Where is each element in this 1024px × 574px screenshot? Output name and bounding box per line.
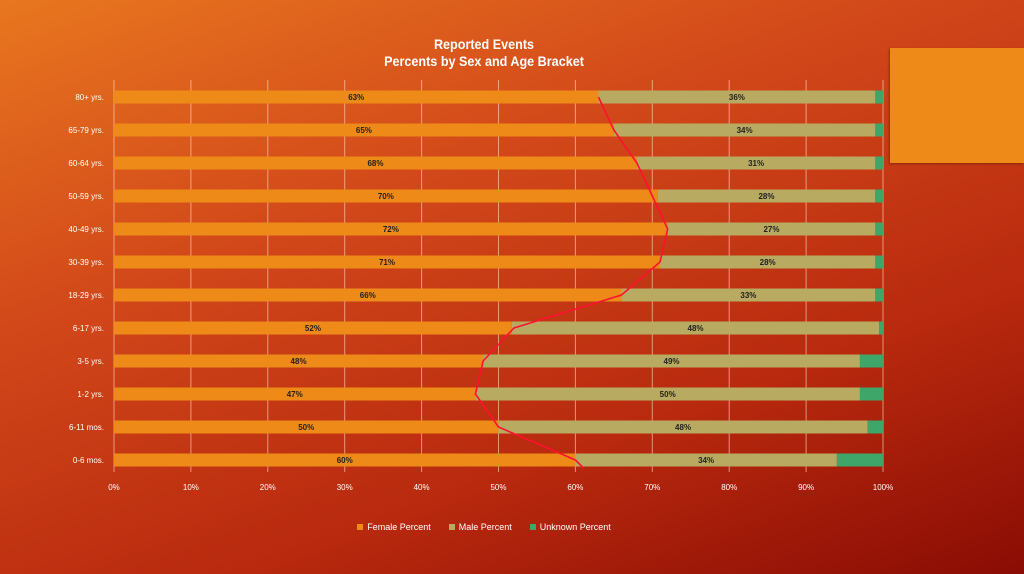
bar-unknown-percent xyxy=(875,123,883,137)
bar-male-percent xyxy=(613,123,876,137)
x-tick-label: 50% xyxy=(490,483,506,492)
bar-unknown-percent xyxy=(875,90,883,104)
data-label: 28% xyxy=(760,258,776,267)
subtitle: Percents by Sex and Age Bracket xyxy=(384,53,584,69)
bar-male-percent xyxy=(636,156,876,170)
bar-unknown-percent xyxy=(859,354,883,368)
y-tick-label: 6-11 mos. xyxy=(69,423,104,432)
bar-female-percent xyxy=(114,420,499,434)
legend-item-male: Male Percent xyxy=(448,522,512,532)
data-label: 48% xyxy=(675,423,691,432)
bar-male-percent xyxy=(657,189,876,203)
bar-male-percent xyxy=(659,255,876,269)
data-label: 66% xyxy=(360,291,376,300)
bar-female-percent xyxy=(114,255,660,269)
data-label: 60% xyxy=(337,456,353,465)
data-label: 72% xyxy=(383,225,399,234)
data-label: 50% xyxy=(298,423,314,432)
bar-unknown-percent xyxy=(879,321,883,335)
y-tick-label: 50-59 yrs. xyxy=(68,192,104,201)
data-label: 31% xyxy=(748,159,764,168)
bar-unknown-percent xyxy=(875,288,883,302)
bar-unknown-percent xyxy=(867,420,883,434)
bar-female-percent xyxy=(114,288,622,302)
data-label: 70% xyxy=(378,192,394,201)
y-tick-label: 60-64 yrs. xyxy=(68,159,104,168)
y-tick-label: 65-79 yrs. xyxy=(68,126,104,135)
y-tick-label: 30-39 yrs. xyxy=(68,258,104,267)
data-label: 34% xyxy=(737,126,753,135)
bar-unknown-percent xyxy=(875,189,883,203)
data-label: 28% xyxy=(758,192,774,201)
x-tick-label: 0% xyxy=(108,483,120,492)
bar-male-percent xyxy=(511,321,880,335)
bar-female-percent xyxy=(114,90,599,104)
bar-female-percent xyxy=(114,123,614,137)
title: Reported Events xyxy=(433,36,535,52)
bar-unknown-percent xyxy=(875,255,883,269)
data-label: 36% xyxy=(729,93,745,102)
bar-female-percent xyxy=(114,156,637,170)
legend: Female Percent Male Percent Unknown Perc… xyxy=(0,522,968,532)
data-label: 52% xyxy=(305,324,321,333)
data-label: 34% xyxy=(698,456,714,465)
legend-item-unknown: Unknown Percent xyxy=(529,522,611,532)
x-tick-label: 60% xyxy=(567,483,583,492)
bar-female-percent xyxy=(114,354,484,368)
x-tick-label: 90% xyxy=(798,483,814,492)
data-label: 33% xyxy=(740,291,756,300)
bar-unknown-percent xyxy=(859,387,883,401)
bar-female-percent xyxy=(114,453,576,467)
y-tick-label: 1-2 yrs. xyxy=(77,390,104,399)
legend-item-female: Female Percent xyxy=(357,522,431,532)
bar-male-percent xyxy=(475,387,860,401)
y-tick-label: 80+ yrs. xyxy=(75,93,104,102)
bar-male-percent xyxy=(498,420,868,434)
data-label: 65% xyxy=(356,126,372,135)
x-tick-label: 80% xyxy=(721,483,737,492)
bar-male-percent xyxy=(621,288,876,302)
y-tick-label: 0-6 mos. xyxy=(73,456,104,465)
orange-corner-block xyxy=(890,48,1024,163)
x-tick-label: 40% xyxy=(414,483,430,492)
bar-female-percent xyxy=(114,321,512,335)
bar-unknown-percent xyxy=(836,453,883,467)
bar-male-percent xyxy=(598,90,876,104)
data-label: 47% xyxy=(287,390,303,399)
data-label: 71% xyxy=(379,258,395,267)
x-tick-label: 70% xyxy=(644,483,660,492)
data-label: 50% xyxy=(660,390,676,399)
chart-title: Reported Events Percents by Sex and Age … xyxy=(48,36,919,70)
y-tick-label: 3-5 yrs. xyxy=(77,357,104,366)
bar-unknown-percent xyxy=(875,222,883,236)
data-label: 68% xyxy=(367,159,383,168)
data-label: 48% xyxy=(688,324,704,333)
annotation-curve xyxy=(474,96,669,469)
x-tick-label: 10% xyxy=(183,483,199,492)
x-tick-label: 20% xyxy=(260,483,276,492)
data-label: 63% xyxy=(348,93,364,102)
y-tick-label: 18-29 yrs. xyxy=(68,291,104,300)
y-tick-label: 40-49 yrs. xyxy=(68,225,104,234)
bar-male-percent xyxy=(575,453,837,467)
bar-female-percent xyxy=(114,387,476,401)
x-tick-label: 30% xyxy=(337,483,353,492)
data-label: 49% xyxy=(664,357,680,366)
bar-female-percent xyxy=(114,189,658,203)
y-tick-label: 6-17 yrs. xyxy=(73,324,104,333)
data-label: 48% xyxy=(291,357,307,366)
bar-female-percent xyxy=(114,222,668,236)
x-tick-label: 100% xyxy=(873,483,893,492)
bar-male-percent xyxy=(667,222,876,236)
bar-unknown-percent xyxy=(875,156,883,170)
bar-male-percent xyxy=(483,354,860,368)
data-label: 27% xyxy=(763,225,779,234)
